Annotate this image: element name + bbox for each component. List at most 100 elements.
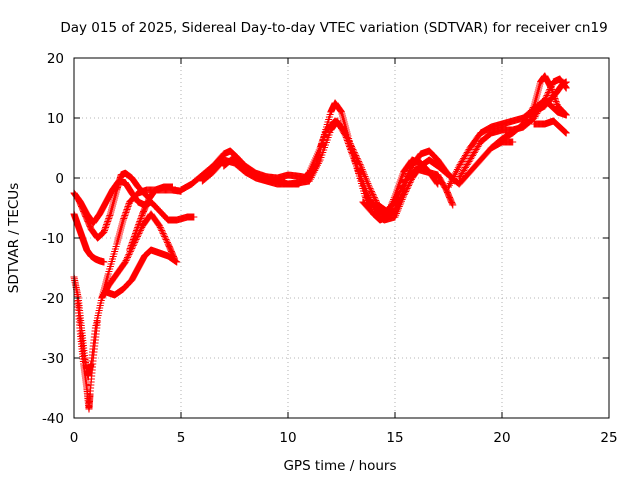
data-point	[543, 92, 551, 99]
data-point	[405, 170, 413, 177]
data-point	[355, 158, 363, 165]
data-point	[162, 236, 170, 243]
series-arc-5	[98, 210, 179, 302]
data-point	[353, 155, 361, 162]
series-arc-6	[102, 246, 181, 299]
data-point	[562, 84, 570, 92]
data-point	[364, 180, 372, 187]
data-point	[370, 192, 378, 200]
data-point	[94, 318, 102, 326]
data-point	[156, 224, 164, 231]
data-point	[469, 150, 477, 158]
y-axis-label: SDTVAR / TECUs	[6, 183, 22, 293]
data-point	[402, 186, 410, 194]
data-point	[403, 185, 411, 192]
x-tick-label: 25	[600, 430, 617, 446]
y-tick-label: 0	[55, 171, 64, 187]
data-point	[306, 175, 314, 183]
y-axis-ticks: -40 -30 -20 -10 0 10 20	[42, 51, 609, 427]
data-point	[459, 156, 467, 164]
data-point	[158, 227, 166, 234]
data-point	[459, 168, 467, 176]
data-point	[393, 208, 401, 216]
data-point	[160, 231, 168, 239]
data-point	[400, 192, 408, 200]
data-point	[449, 201, 457, 209]
data-point	[464, 159, 472, 167]
data-point	[123, 255, 131, 263]
data-point	[158, 228, 166, 236]
data-point	[168, 183, 176, 191]
data-point	[344, 135, 352, 143]
series-arc-4	[74, 169, 151, 242]
data-point	[350, 149, 358, 156]
data-point	[347, 141, 355, 149]
data-point	[458, 170, 466, 177]
data-point	[405, 180, 413, 188]
data-point	[472, 146, 480, 153]
data-point	[340, 128, 348, 135]
data-point	[163, 237, 171, 245]
data-point	[141, 191, 149, 198]
x-tick-label: 0	[70, 430, 79, 446]
data-point	[351, 150, 359, 158]
data-point	[562, 129, 570, 137]
data-point	[394, 206, 402, 214]
y-tick-label: -10	[42, 231, 64, 247]
x-tick-label: 5	[177, 430, 186, 446]
x-axis-ticks: 0 5 10 15 20 25	[70, 58, 618, 446]
data-point	[349, 146, 357, 153]
data-point	[161, 233, 169, 240]
x-tick-label: 10	[279, 430, 296, 446]
data-point	[342, 131, 350, 138]
series-arc-16	[530, 117, 570, 137]
data-point	[402, 188, 410, 195]
data-point	[342, 132, 350, 140]
series-arc-10	[220, 117, 459, 215]
data-point	[173, 258, 181, 266]
data-point	[366, 185, 374, 192]
data-point	[562, 111, 570, 119]
y-tick-label: 10	[47, 111, 64, 127]
data-point	[534, 108, 542, 116]
data-point	[355, 159, 363, 167]
data-point	[404, 171, 412, 179]
data-point	[395, 204, 403, 212]
data-point	[358, 166, 366, 173]
data-point	[464, 147, 472, 155]
data-point	[531, 113, 539, 120]
data-point	[405, 168, 413, 176]
data-point	[305, 177, 313, 185]
data-point	[362, 176, 370, 184]
data-point	[357, 162, 365, 170]
data-point	[406, 167, 414, 174]
data-point	[372, 197, 380, 204]
y-tick-label: -20	[42, 291, 64, 307]
data-point	[156, 222, 164, 230]
data-point	[456, 173, 464, 180]
data-point	[125, 251, 133, 258]
data-point	[392, 211, 400, 219]
data-point	[445, 183, 452, 191]
data-point	[360, 171, 368, 179]
data-point	[451, 171, 459, 179]
data-point	[347, 143, 355, 150]
data-point	[461, 152, 469, 159]
data-point	[157, 225, 165, 233]
data-point	[369, 191, 377, 198]
data-point	[397, 197, 405, 205]
data-point	[471, 147, 479, 155]
data-point	[352, 153, 360, 161]
x-tick-label: 20	[493, 430, 510, 446]
data-point	[367, 186, 375, 194]
data-point	[371, 195, 379, 203]
data-point	[359, 167, 367, 175]
data-point	[453, 167, 461, 175]
y-tick-label: 20	[47, 51, 64, 67]
data-point	[466, 156, 474, 164]
chart-title: Day 015 of 2025, Sidereal Day-to-day VTE…	[60, 20, 607, 36]
data-point	[122, 257, 130, 264]
data-point	[340, 126, 348, 134]
data-point	[350, 147, 358, 155]
